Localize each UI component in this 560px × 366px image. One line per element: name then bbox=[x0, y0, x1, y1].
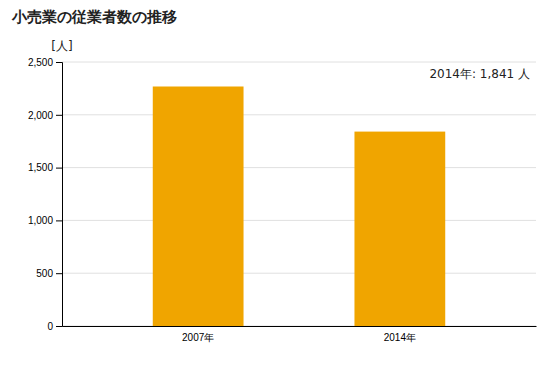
grid-line bbox=[62, 167, 536, 168]
grid-line bbox=[62, 273, 536, 274]
bar bbox=[153, 86, 244, 326]
x-tick-label: 2007年 bbox=[182, 332, 214, 343]
y-tick-mark bbox=[56, 115, 62, 116]
x-tick: 2007年 bbox=[182, 332, 214, 343]
grid-line bbox=[62, 62, 536, 63]
x-tick-label: 2014年 bbox=[384, 332, 416, 343]
y-axis-line bbox=[56, 63, 63, 327]
y-tick-mark bbox=[56, 62, 62, 63]
y-tick: 0 bbox=[47, 321, 62, 332]
bars bbox=[153, 86, 445, 326]
bar bbox=[354, 132, 445, 326]
y-tick-label: 2,000 bbox=[28, 110, 53, 121]
y-tick-label: 1,000 bbox=[28, 215, 53, 226]
annotation: 2014年: 1,841 人 bbox=[429, 67, 530, 81]
plot-area: 0 500 1,000 1,500 2,000 2,500 2007年 2014年 2014年:… bbox=[28, 57, 537, 343]
y-tick-label: 2,500 bbox=[28, 57, 53, 68]
y-tick-mark bbox=[56, 273, 62, 274]
y-tick-mark bbox=[56, 220, 62, 221]
y-tick: 2,000 bbox=[28, 110, 62, 121]
y-tick: 500 bbox=[36, 268, 62, 279]
chart-container: 0 500 1,000 1,500 2,000 2,500 2007年 2014年 2014年:… bbox=[0, 0, 560, 366]
x-tick: 2014年 bbox=[384, 332, 416, 343]
grid-line bbox=[62, 114, 536, 115]
y-tick: 1,000 bbox=[28, 215, 62, 226]
y-tick-label: 500 bbox=[36, 268, 53, 279]
grid bbox=[62, 62, 536, 326]
x-axis: 2007年 2014年 bbox=[63, 327, 537, 344]
y-tick-mark bbox=[56, 326, 62, 327]
y-axis-label: [人] bbox=[51, 39, 72, 53]
chart-svg: 0 500 1,000 1,500 2,000 2,500 2007年 2014年 2014年:… bbox=[0, 0, 560, 366]
y-tick-mark bbox=[56, 168, 62, 169]
title: 小売業の従業者数の推移 bbox=[11, 8, 177, 26]
y-tick: 2,500 bbox=[28, 57, 62, 68]
y-axis: 0 500 1,000 1,500 2,000 2,500 bbox=[28, 57, 63, 332]
y-tick: 1,500 bbox=[28, 162, 62, 173]
y-tick-label: 1,500 bbox=[28, 162, 53, 173]
grid-line bbox=[62, 220, 536, 221]
x-axis-line bbox=[63, 326, 537, 327]
y-tick-label: 0 bbox=[47, 321, 53, 332]
grid-line bbox=[62, 326, 536, 327]
